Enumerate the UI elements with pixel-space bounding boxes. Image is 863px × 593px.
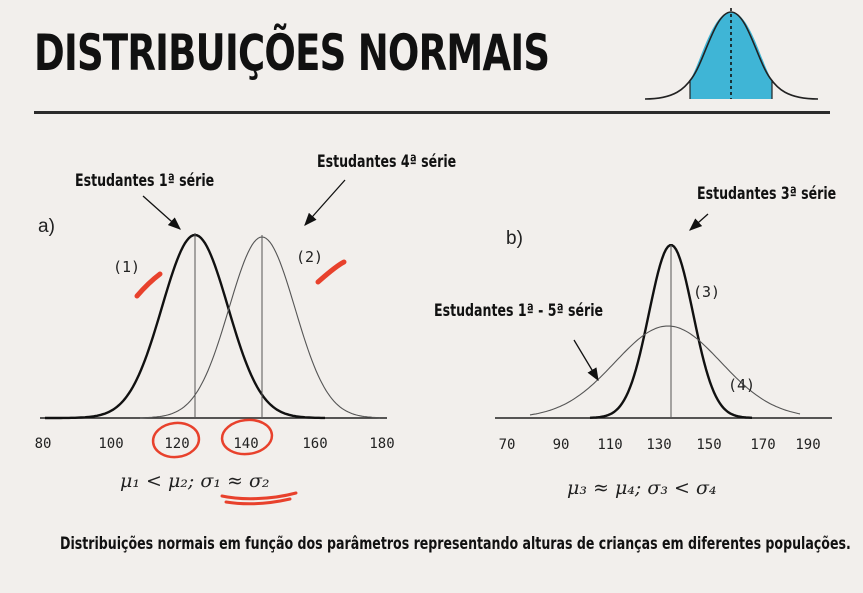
annotation-estudantes-4: Estudantes 4ª série [317,152,457,172]
arrow-estudantes-4 [304,179,346,226]
formula-panel-b: μ₃ ≈ μ₄; σ₃ < σ₄ [567,477,717,499]
panel-b-tick-90: 90 [553,437,570,453]
arrow-estudantes-1-5 [573,339,599,382]
curve-2 [140,236,381,419]
panel-b-tick-110: 110 [597,437,622,453]
curve-3-label: (3) [693,283,720,301]
annotation-estudantes-3: Estudantes 3ª série [697,184,837,204]
formula-panel-a: μ₁ < μ₂; σ₁ ≈ σ₂ [120,470,270,492]
highlight-mark-1 [134,271,163,299]
panel-a-tick-100: 100 [98,436,123,452]
panel-a-tick-160: 160 [302,436,327,452]
panel-b-tick-70: 70 [499,437,516,453]
panel-b-label: b) [506,228,523,249]
panel-a-tick-180: 180 [369,436,394,452]
highlight-underline [220,491,298,506]
header-divider [34,111,830,114]
panel-b-tick-130: 130 [646,437,671,453]
curve-1-label: (1) [113,258,140,276]
curve-4 [529,325,801,416]
highlight-mark-2 [315,259,347,285]
panel-a-tick-120: 120 [164,436,189,452]
page-title: DISTRIBUIÇÕES NORMAIS [34,24,550,82]
caption: Distribuições normais em função dos parâ… [60,534,851,554]
curve-1 [45,233,325,420]
panel-b-tick-170: 170 [750,437,775,453]
arrow-estudantes-1 [142,195,181,230]
annotation-estudantes-1-5: Estudantes 1ª - 5ª série [434,301,604,321]
annotation-estudantes-1: Estudantes 1ª série [75,171,215,191]
arrow-estudantes-3 [689,213,709,231]
panel-b-tick-150: 150 [696,437,721,453]
highlight-circle-140 [220,418,274,456]
panel-a-label: a) [38,216,55,237]
curve-2-label: (2) [296,248,323,266]
panel-b-tick-190: 190 [795,437,820,453]
panel-a-tick-140: 140 [233,436,258,452]
curve-4-label: (4) [728,376,755,394]
panel-a-tick-80: 80 [35,436,52,452]
highlight-circle-120 [151,421,201,459]
